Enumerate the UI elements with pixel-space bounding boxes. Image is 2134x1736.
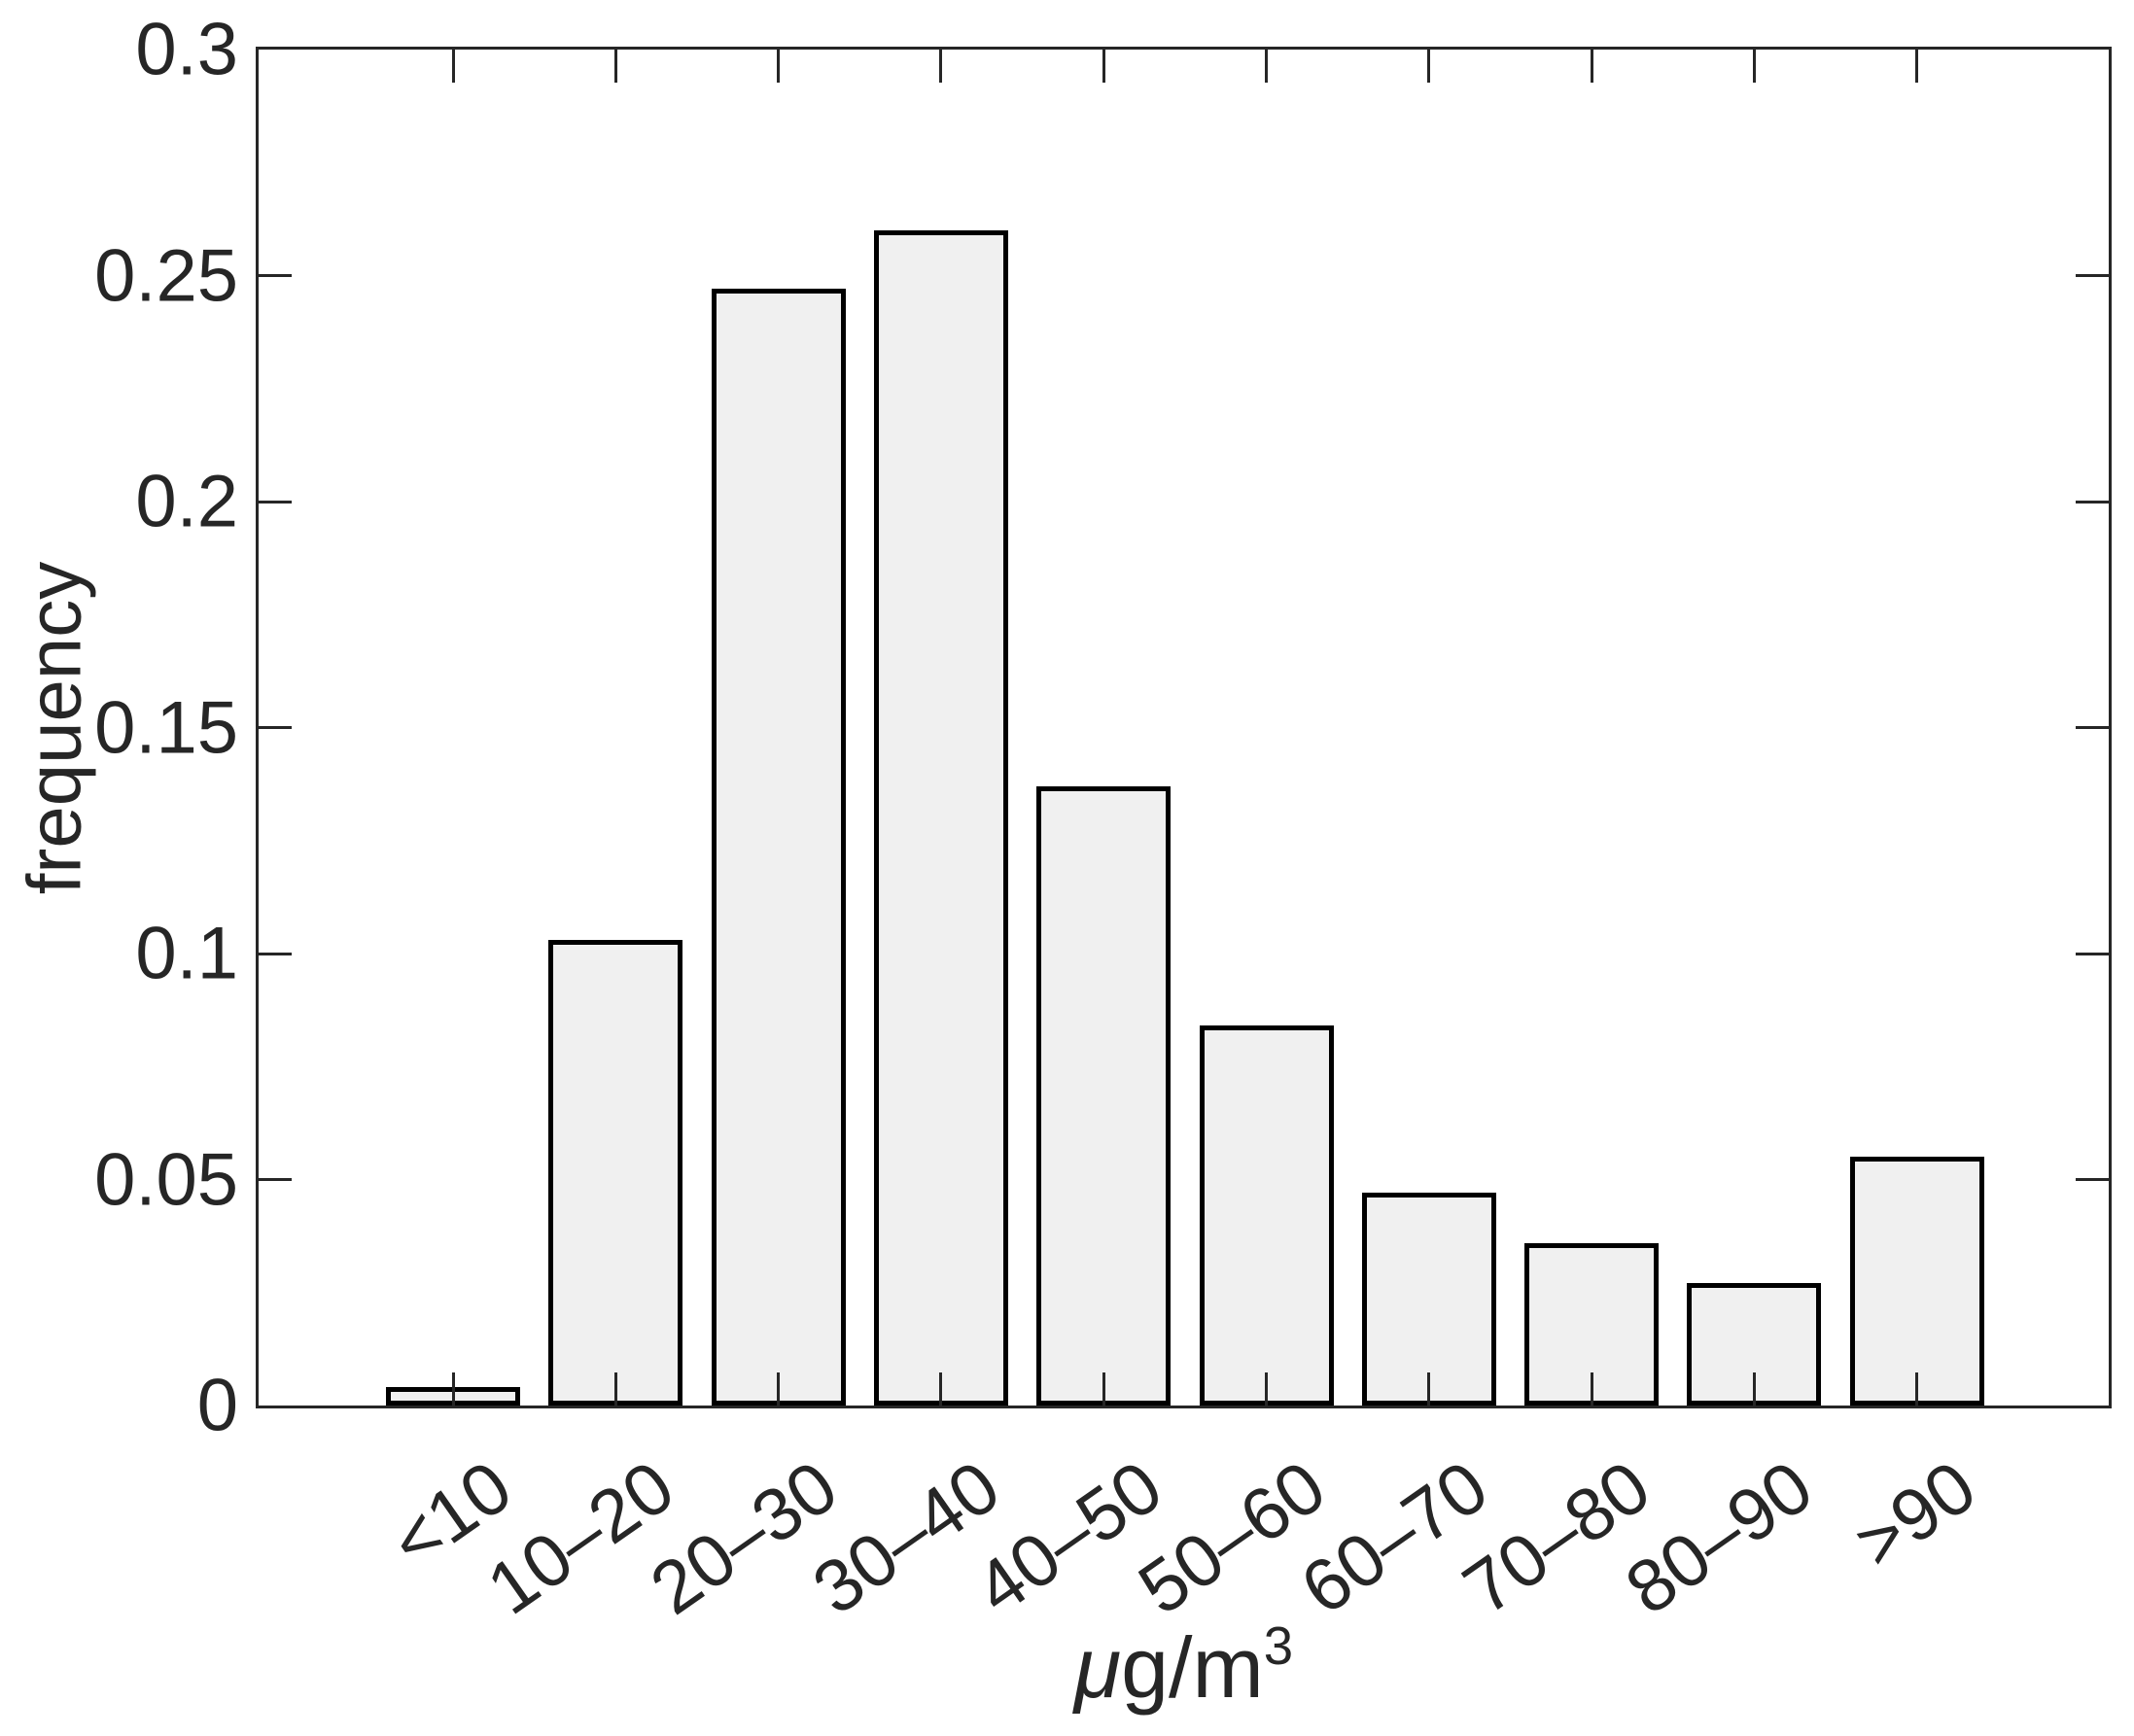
x-tick-mark-top->90 <box>1915 50 1919 83</box>
x-tick-label-70–80: 70–80 <box>1449 1444 1665 1631</box>
x-tick-mark-top-70–80 <box>1590 50 1593 83</box>
x-tick-label-10–20: 10–20 <box>472 1444 689 1631</box>
x-tick-label-40–50: 40–50 <box>961 1444 1177 1631</box>
y-tick-mark-right-0.1 <box>2076 952 2109 955</box>
x-tick-label->90: >90 <box>1839 1444 1991 1585</box>
x-tick-label-80–90: 80–90 <box>1611 1444 1828 1631</box>
y-axis-label: frequency <box>11 561 97 894</box>
y-tick-mark-left-0.1 <box>259 952 292 955</box>
bar->90 <box>1849 1157 1984 1406</box>
x-axis-label-mu: μ <box>1073 1619 1122 1716</box>
x-tick-mark-top-<10 <box>451 50 455 83</box>
y-tick-label-0.2: 0.2 <box>135 460 238 543</box>
y-tick-mark-right-0.2 <box>2076 500 2109 503</box>
x-tick-mark-top-10–20 <box>613 50 617 83</box>
x-tick-mark-bottom-70–80 <box>1590 1372 1593 1406</box>
bar-30–40 <box>873 230 1008 1406</box>
y-tick-mark-right-0.25 <box>2076 274 2109 277</box>
x-tick-mark-bottom-40–50 <box>1102 1372 1105 1406</box>
x-tick-label-20–30: 20–30 <box>636 1444 852 1631</box>
x-tick-mark-top-40–50 <box>1102 50 1105 83</box>
x-tick-label-60–70: 60–70 <box>1286 1444 1503 1631</box>
bar-40–50 <box>1036 785 1172 1406</box>
x-tick-mark-top-80–90 <box>1752 50 1756 83</box>
bar-20–30 <box>711 289 846 1406</box>
bar-10–20 <box>548 940 683 1406</box>
x-tick-mark-top-60–70 <box>1427 50 1431 83</box>
y-tick-mark-left-0.15 <box>259 726 292 729</box>
x-axis-label: μg/m3 <box>1073 1616 1294 1718</box>
bar-50–60 <box>1199 1025 1334 1406</box>
y-tick-label-0: 0 <box>196 1364 238 1447</box>
y-tick-mark-left-0.25 <box>259 274 292 277</box>
plot-area <box>256 47 2112 1408</box>
x-tick-label-50–60: 50–60 <box>1123 1444 1340 1631</box>
x-tick-mark-top-30–40 <box>939 50 943 83</box>
y-tick-mark-right-0.05 <box>2076 1178 2109 1181</box>
y-tick-label-0.15: 0.15 <box>94 686 238 769</box>
y-tick-mark-left-0.05 <box>259 1178 292 1181</box>
x-axis-label-superscript: 3 <box>1263 1616 1294 1677</box>
x-tick-mark-top-50–60 <box>1265 50 1268 83</box>
x-axis-label-unit: g/m <box>1121 1619 1264 1716</box>
x-tick-label-30–40: 30–40 <box>798 1444 1015 1631</box>
x-tick-mark-bottom-50–60 <box>1265 1372 1268 1406</box>
y-tick-mark-right-0.15 <box>2076 726 2109 729</box>
x-tick-mark-bottom->90 <box>1915 1372 1919 1406</box>
y-tick-label-0.3: 0.3 <box>135 8 238 91</box>
x-tick-mark-top-20–30 <box>777 50 781 83</box>
x-tick-mark-bottom-80–90 <box>1752 1372 1756 1406</box>
x-tick-mark-bottom-<10 <box>451 1372 455 1406</box>
x-tick-mark-bottom-60–70 <box>1427 1372 1431 1406</box>
y-tick-label-0.1: 0.1 <box>135 912 238 995</box>
x-tick-mark-bottom-20–30 <box>777 1372 781 1406</box>
y-tick-label-0.05: 0.05 <box>94 1138 238 1221</box>
x-tick-mark-bottom-10–20 <box>613 1372 617 1406</box>
y-tick-mark-left-0.2 <box>259 500 292 503</box>
y-tick-label-0.25: 0.25 <box>94 234 238 317</box>
x-tick-mark-bottom-30–40 <box>939 1372 943 1406</box>
bar-60–70 <box>1361 1193 1496 1406</box>
